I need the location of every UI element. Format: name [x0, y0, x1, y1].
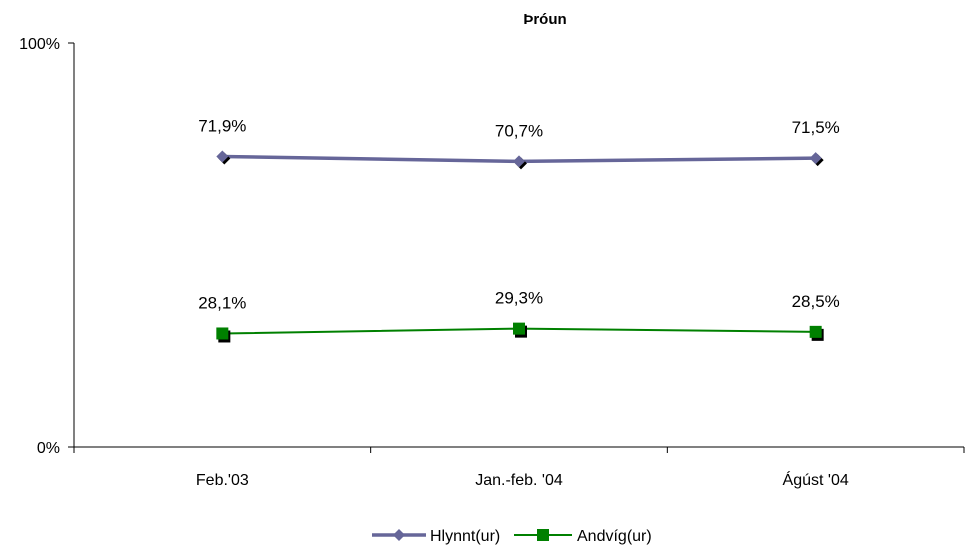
y-tick-label-bottom: 0% — [37, 440, 60, 457]
x-axis-ticks: Feb.'03 Jan.-feb. '04 Ágúst '04 — [73, 447, 965, 489]
series-1: 71,9% 70,7% 71,5% — [198, 117, 840, 170]
legend-marker — [537, 529, 549, 541]
data-label: 71,9% — [198, 117, 246, 136]
point-marker — [216, 150, 229, 163]
legend-item-1: Hlynnt(ur) — [372, 528, 500, 545]
point-marker — [513, 155, 525, 168]
data-label: 28,1% — [198, 293, 246, 312]
data-label: 28,5% — [792, 292, 840, 311]
chart-title: Þróun — [523, 11, 566, 28]
legend-item-2: Andvíg(ur) — [514, 528, 652, 545]
x-tick-label: Jan.-feb. '04 — [475, 472, 563, 489]
y-tick-label-top: 100% — [19, 36, 60, 53]
point-marker — [513, 322, 525, 335]
x-tick-label: Feb.'03 — [196, 472, 249, 489]
data-label: 70,7% — [495, 121, 543, 140]
data-label: 29,3% — [495, 289, 543, 308]
legend-label: Hlynnt(ur) — [430, 528, 500, 545]
point-marker — [809, 325, 822, 338]
legend-label: Andvíg(ur) — [577, 528, 652, 545]
series-2: 28,1% 29,3% 28,5% — [198, 289, 840, 343]
data-label: 71,5% — [792, 118, 840, 137]
legend: Hlynnt(ur) Andvíg(ur) — [372, 528, 652, 545]
series-layer: 71,9% 70,7% 71,5% 28,1% 29,3% 28,5% — [198, 117, 840, 343]
point-marker — [809, 152, 822, 165]
legend-marker — [393, 529, 405, 541]
x-tick-label: Ágúst '04 — [783, 470, 849, 489]
point-marker — [216, 327, 229, 340]
